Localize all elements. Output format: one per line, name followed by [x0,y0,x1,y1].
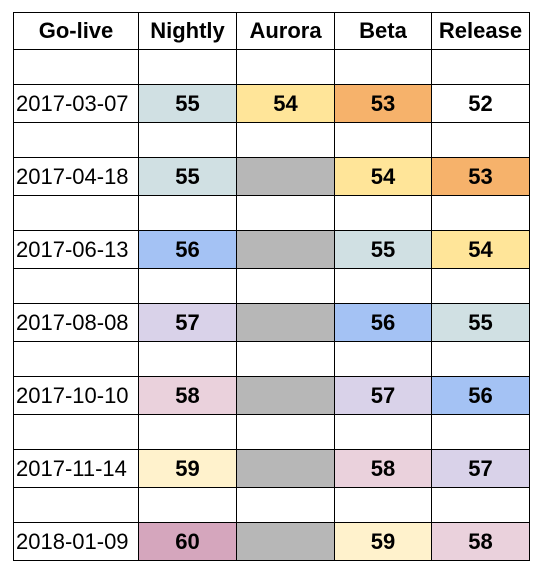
go-live-date-cell: 2017-08-08 [13,303,139,342]
go-live-date-cell: 2017-11-14 [13,449,139,488]
empty-cell [431,122,530,158]
empty-cell [236,195,335,231]
beta-version-cell: 59 [334,522,432,561]
aurora-version-cell [236,303,335,342]
table-row: 2017-04-18 55 54 53 [13,157,530,196]
empty-cell [138,487,237,523]
beta-version-cell: 54 [334,157,432,196]
release-version-cell: 57 [431,449,530,488]
empty-cell [13,268,139,304]
release-version-cell: 56 [431,376,530,415]
spacer-row [13,414,530,450]
empty-cell [334,268,432,304]
aurora-version-cell [236,376,335,415]
empty-cell [138,49,237,85]
empty-cell [13,487,139,523]
empty-cell [236,49,335,85]
table-row: 2017-08-08 57 56 55 [13,303,530,342]
empty-cell [236,122,335,158]
nightly-version-cell: 60 [138,522,237,561]
header-nightly: Nightly [138,12,237,50]
spacer-row [13,341,530,377]
go-live-date-cell: 2017-03-07 [13,84,139,123]
release-schedule-table: Go-live Nightly Aurora Beta Release 2017… [13,12,530,561]
empty-cell [334,195,432,231]
empty-cell [138,195,237,231]
empty-cell [138,341,237,377]
go-live-date-cell: 2018-01-09 [13,522,139,561]
empty-cell [431,195,530,231]
release-version-cell: 54 [431,230,530,269]
header-go-live: Go-live [13,12,139,50]
header-beta: Beta [334,12,432,50]
table-row: 2017-10-10 58 57 56 [13,376,530,415]
empty-cell [334,49,432,85]
spacer-row [13,195,530,231]
header-row: Go-live Nightly Aurora Beta Release [13,12,530,50]
empty-cell [431,487,530,523]
beta-version-cell: 55 [334,230,432,269]
aurora-version-cell [236,230,335,269]
table-row: 2017-03-07 55 54 53 52 [13,84,530,123]
empty-cell [334,122,432,158]
nightly-version-cell: 55 [138,157,237,196]
nightly-version-cell: 56 [138,230,237,269]
empty-cell [138,122,237,158]
empty-cell [334,414,432,450]
empty-cell [13,49,139,85]
release-version-cell: 52 [431,84,530,123]
go-live-date-cell: 2017-04-18 [13,157,139,196]
release-version-cell: 53 [431,157,530,196]
beta-version-cell: 57 [334,376,432,415]
empty-cell [236,414,335,450]
empty-cell [431,341,530,377]
beta-version-cell: 53 [334,84,432,123]
nightly-version-cell: 55 [138,84,237,123]
go-live-date-cell: 2017-10-10 [13,376,139,415]
aurora-version-cell [236,522,335,561]
table-row: 2017-11-14 59 58 57 [13,449,530,488]
empty-cell [13,122,139,158]
go-live-date-cell: 2017-06-13 [13,230,139,269]
empty-cell [13,195,139,231]
header-aurora: Aurora [236,12,335,50]
aurora-version-cell [236,157,335,196]
empty-cell [334,341,432,377]
empty-cell [236,487,335,523]
spacer-row [13,487,530,523]
empty-cell [431,49,530,85]
empty-cell [13,414,139,450]
empty-cell [431,414,530,450]
nightly-version-cell: 57 [138,303,237,342]
empty-cell [138,268,237,304]
table-body: 2017-03-07 55 54 53 52 2017-04-18 55 54 53 2017-0… [13,49,530,561]
header-release: Release [431,12,530,50]
release-version-cell: 58 [431,522,530,561]
empty-cell [431,268,530,304]
table-row: 2017-06-13 56 55 54 [13,230,530,269]
empty-cell [236,268,335,304]
spacer-row [13,268,530,304]
empty-cell [138,414,237,450]
spacer-row [13,49,530,85]
empty-cell [236,341,335,377]
table-row: 2018-01-09 60 59 58 [13,522,530,561]
nightly-version-cell: 58 [138,376,237,415]
beta-version-cell: 56 [334,303,432,342]
beta-version-cell: 58 [334,449,432,488]
empty-cell [13,341,139,377]
spacer-row [13,122,530,158]
aurora-version-cell: 54 [236,84,335,123]
nightly-version-cell: 59 [138,449,237,488]
release-version-cell: 55 [431,303,530,342]
aurora-version-cell [236,449,335,488]
empty-cell [334,487,432,523]
